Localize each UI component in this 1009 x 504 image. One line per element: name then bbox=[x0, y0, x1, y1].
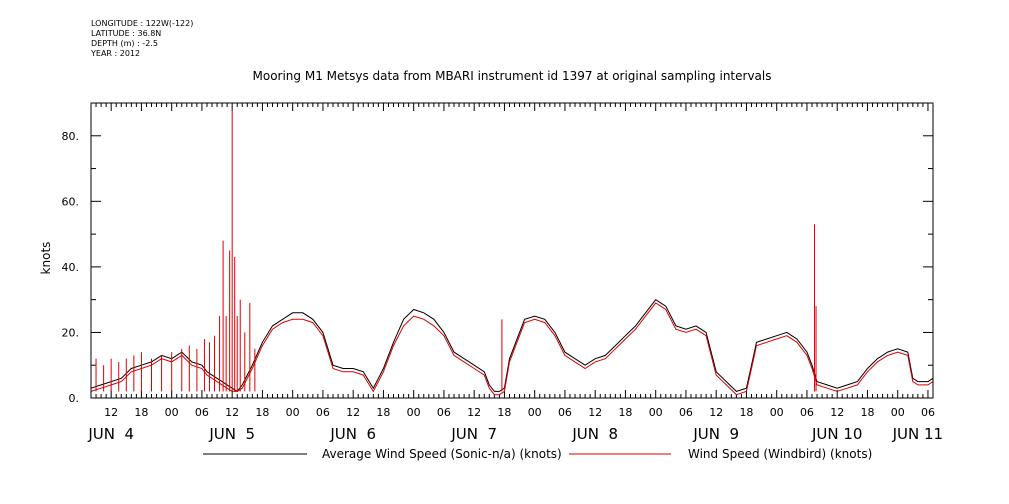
day-label: JUN 10 bbox=[811, 425, 862, 443]
x-tick-label: 12 bbox=[709, 406, 723, 419]
x-tick-label: 18 bbox=[860, 406, 874, 419]
day-label: JUN 6 bbox=[329, 425, 376, 443]
x-tick-label: 06 bbox=[921, 406, 935, 419]
x-tick-label: 12 bbox=[588, 406, 602, 419]
axis-ticks bbox=[90, 102, 934, 399]
x-tick-label: 00 bbox=[286, 406, 300, 419]
day-label: JUN 11 bbox=[892, 425, 943, 443]
longitude-label: LONGITUDE : 122W(-122) bbox=[91, 19, 194, 28]
x-tick-label: 18 bbox=[255, 406, 269, 419]
latitude-label: LATITUDE : 36.8N bbox=[91, 29, 162, 38]
x-tick-label: 06 bbox=[679, 406, 693, 419]
x-tick-label: 00 bbox=[891, 406, 905, 419]
sonic-wind-line bbox=[90, 299, 934, 393]
day-label: JUN 5 bbox=[208, 425, 255, 443]
y-tick-label: 80. bbox=[62, 130, 80, 143]
x-tick-label: 18 bbox=[134, 406, 148, 419]
x-tick-label: 18 bbox=[739, 406, 753, 419]
x-tick-label: 12 bbox=[467, 406, 481, 419]
legend: Average Wind Speed (Sonic-n/a) (knots) Wi… bbox=[203, 447, 872, 461]
y-tick-label: 60. bbox=[62, 195, 80, 208]
day-label: JUN 7 bbox=[450, 425, 497, 443]
x-tick-label: 00 bbox=[165, 406, 179, 419]
x-tick-label: 00 bbox=[649, 406, 663, 419]
day-label: JUN 9 bbox=[692, 425, 739, 443]
x-tick-label: 00 bbox=[528, 406, 542, 419]
x-tick-label: 06 bbox=[800, 406, 814, 419]
x-tick-label: 12 bbox=[225, 406, 239, 419]
legend-label-sonic: Average Wind Speed (Sonic-n/a) (knots) bbox=[322, 447, 562, 461]
x-tick-label: 12 bbox=[346, 406, 360, 419]
day-label: JUN 4 bbox=[87, 425, 134, 443]
legend-label-windbird: Wind Speed (Windbird) (knots) bbox=[688, 447, 872, 461]
depth-label: DEPTH (m) : -2.5 bbox=[91, 39, 158, 48]
dataset-metadata: LONGITUDE : 122W(-122) LATITUDE : 36.8N … bbox=[91, 19, 193, 59]
x-tick-label: 12 bbox=[104, 406, 118, 419]
x-tick-label: 06 bbox=[195, 406, 209, 419]
axis-labels: 0. 20. 40. 60. 80. 12 18 00 06 12 18 00 06 12 18 00 06 12… bbox=[62, 130, 944, 443]
data-series bbox=[90, 109, 934, 396]
y-tick-label: 40. bbox=[62, 261, 80, 274]
x-tick-label: 00 bbox=[407, 406, 421, 419]
x-tick-label: 18 bbox=[376, 406, 390, 419]
x-tick-label: 06 bbox=[316, 406, 330, 419]
y-axis-label: knots bbox=[39, 242, 53, 275]
y-tick-label: 0. bbox=[69, 392, 80, 405]
day-label: JUN 8 bbox=[571, 425, 618, 443]
y-tick-label: 20. bbox=[62, 326, 80, 339]
x-tick-label: 00 bbox=[770, 406, 784, 419]
x-tick-label: 12 bbox=[830, 406, 844, 419]
x-tick-label: 18 bbox=[618, 406, 632, 419]
x-tick-label: 06 bbox=[558, 406, 572, 419]
x-tick-label: 06 bbox=[437, 406, 451, 419]
x-tick-label: 18 bbox=[497, 406, 511, 419]
plot-frame bbox=[90, 102, 934, 399]
windbird-wind-line bbox=[90, 302, 934, 396]
chart-title: Mooring M1 Metsys data from MBARI instru… bbox=[253, 69, 772, 83]
year-label: YEAR : 2012 bbox=[91, 49, 141, 58]
